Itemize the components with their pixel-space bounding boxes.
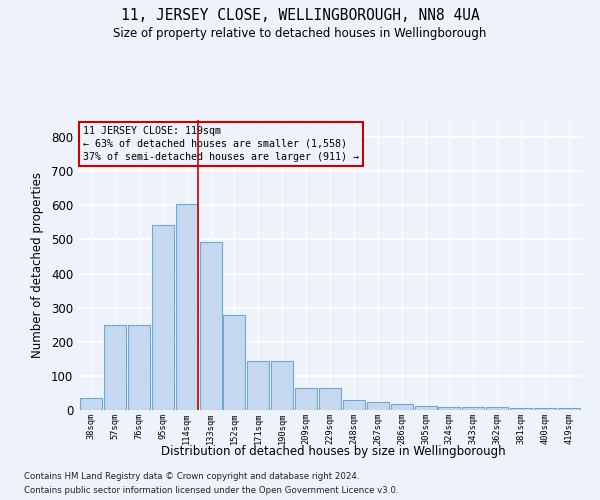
Text: Contains public sector information licensed under the Open Government Licence v3: Contains public sector information licen…	[24, 486, 398, 495]
Text: Distribution of detached houses by size in Wellingborough: Distribution of detached houses by size …	[161, 444, 505, 458]
Bar	[200, 242, 221, 410]
Bar	[247, 360, 269, 410]
Text: 11, JERSEY CLOSE, WELLINGBOROUGH, NN8 4UA: 11, JERSEY CLOSE, WELLINGBOROUGH, NN8 4U…	[121, 8, 479, 22]
Text: Contains HM Land Registry data © Crown copyright and database right 2024.: Contains HM Land Registry data © Crown c…	[24, 472, 359, 481]
Bar	[295, 388, 317, 410]
Bar	[558, 408, 580, 410]
Bar	[319, 388, 341, 410]
Bar	[415, 406, 437, 410]
Bar	[463, 408, 484, 410]
Bar	[176, 204, 197, 410]
Bar	[439, 408, 460, 410]
Bar	[343, 400, 365, 410]
Bar	[486, 408, 508, 410]
Bar	[271, 360, 293, 410]
Bar	[80, 398, 102, 410]
Text: Size of property relative to detached houses in Wellingborough: Size of property relative to detached ho…	[113, 28, 487, 40]
Bar	[104, 326, 126, 410]
Bar	[223, 315, 245, 410]
Text: 11 JERSEY CLOSE: 119sqm
← 63% of detached houses are smaller (1,558)
37% of semi: 11 JERSEY CLOSE: 119sqm ← 63% of detache…	[83, 126, 359, 162]
Bar	[128, 326, 150, 410]
Bar	[152, 224, 174, 410]
Bar	[391, 404, 413, 410]
Bar	[367, 402, 389, 410]
Bar	[534, 408, 556, 410]
Bar	[510, 408, 532, 410]
Y-axis label: Number of detached properties: Number of detached properties	[31, 172, 44, 358]
